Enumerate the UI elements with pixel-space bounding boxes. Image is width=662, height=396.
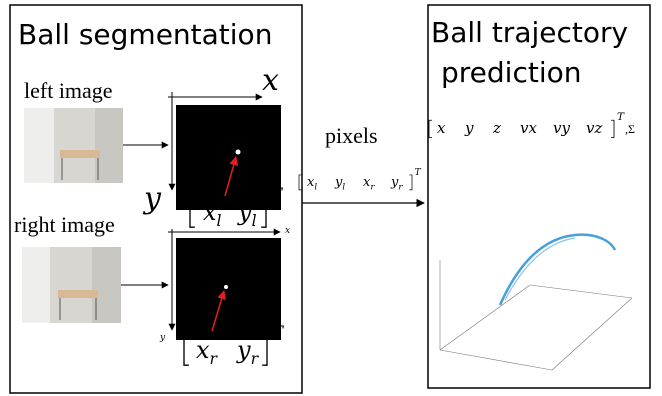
term-subscript: r bbox=[370, 181, 375, 191]
ball bbox=[236, 150, 241, 155]
axis-x-label: x bbox=[262, 63, 279, 98]
left-mask bbox=[176, 105, 281, 210]
term-base: z bbox=[492, 119, 501, 137]
term-subscript: r bbox=[210, 350, 219, 368]
vector-term: yl bbox=[334, 175, 345, 191]
bracket bbox=[262, 338, 267, 366]
superscript: T bbox=[271, 184, 284, 204]
bracket bbox=[409, 175, 412, 190]
term-subscript: l bbox=[342, 181, 345, 191]
vector-term: x bbox=[437, 119, 446, 137]
term-base: x bbox=[437, 119, 446, 137]
term-base: vy bbox=[553, 119, 570, 137]
superscript: T bbox=[272, 322, 285, 342]
right-image-label: right image bbox=[14, 212, 115, 237]
term-subscript: l bbox=[217, 212, 222, 230]
term-subscript: l bbox=[314, 181, 317, 191]
vector-term: y bbox=[464, 119, 474, 137]
suffix: ,Σ bbox=[625, 122, 635, 136]
vector-term: vz bbox=[586, 119, 602, 137]
term-base: y bbox=[464, 119, 474, 137]
term-base: vz bbox=[586, 119, 602, 137]
axis-y-label: y bbox=[159, 333, 166, 343]
term-subscript: r bbox=[251, 350, 260, 368]
vector-term: vx bbox=[520, 119, 537, 137]
vector-term: z bbox=[492, 119, 501, 137]
vector-term: xr bbox=[196, 336, 219, 368]
left-title: Ball segmentation bbox=[18, 18, 272, 51]
right-photo bbox=[22, 247, 121, 323]
bracket bbox=[184, 338, 189, 366]
vector-term: vy bbox=[553, 119, 570, 137]
term-subscript: r bbox=[398, 181, 403, 191]
term-base: y bbox=[236, 336, 251, 364]
axis-x-label: x bbox=[285, 226, 290, 236]
left-image-label: left image bbox=[24, 78, 113, 103]
vector-term: yr bbox=[390, 175, 403, 191]
term-base: x bbox=[196, 336, 210, 364]
bracket bbox=[429, 120, 432, 137]
term-base: vx bbox=[520, 119, 537, 137]
arrow-label: pixels bbox=[325, 123, 378, 148]
left-photo bbox=[24, 108, 123, 183]
axis-y-label: y bbox=[142, 181, 162, 216]
superscript: T bbox=[617, 111, 625, 123]
ball bbox=[224, 285, 228, 289]
right-title: Ball trajectory bbox=[431, 16, 628, 49]
bracket bbox=[299, 175, 302, 190]
diagram: Ball segmentation left image right image… bbox=[0, 0, 662, 396]
superscript: T bbox=[415, 168, 422, 178]
vector-term: xr bbox=[363, 175, 375, 191]
vector-term: yr bbox=[236, 336, 260, 368]
trajectory-plot bbox=[440, 235, 632, 370]
term-subscript: l bbox=[252, 212, 257, 230]
term-base: x bbox=[203, 198, 217, 226]
term-base: y bbox=[237, 198, 252, 226]
right-mask bbox=[176, 238, 281, 340]
vector-term: xl bbox=[307, 175, 317, 191]
bracket bbox=[611, 120, 614, 137]
right-title: prediction bbox=[441, 56, 581, 89]
